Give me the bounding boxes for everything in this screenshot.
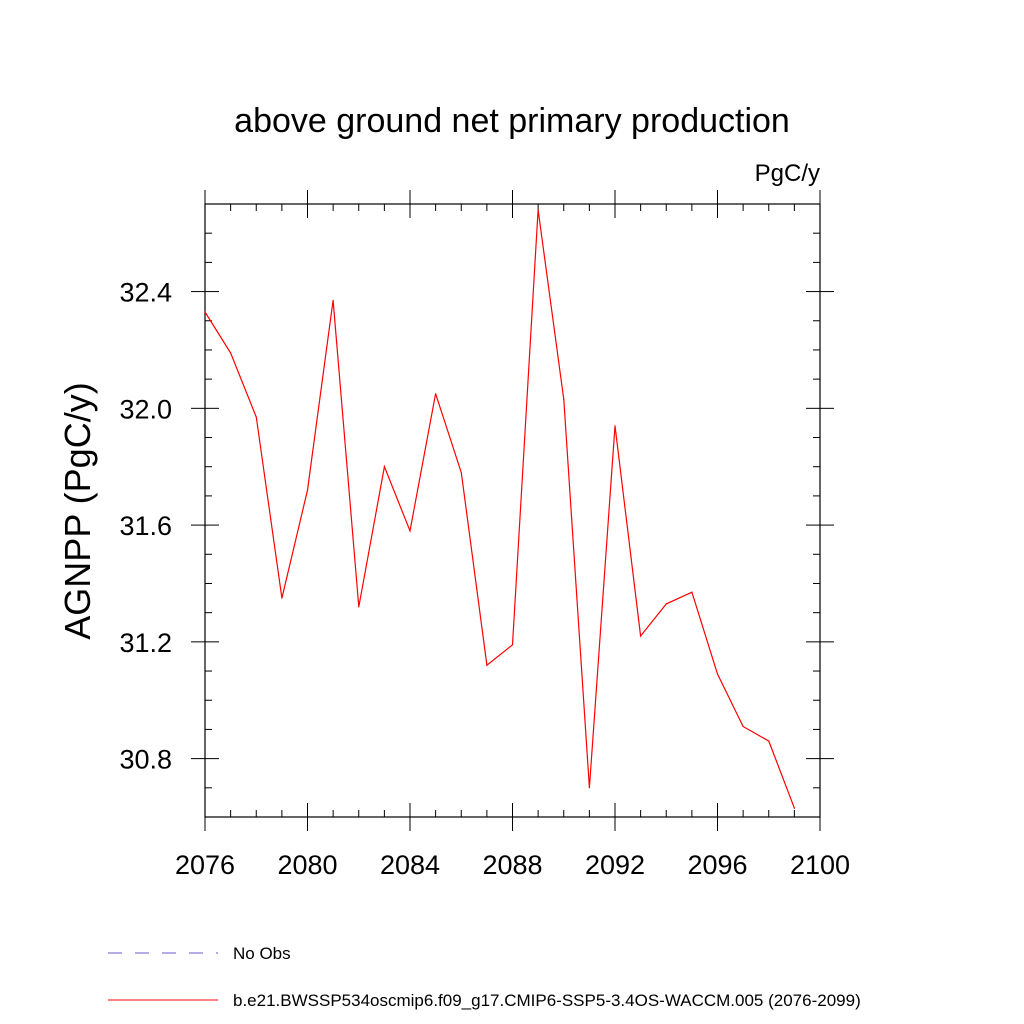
x-tick-label: 2088 — [482, 850, 542, 880]
data-point — [716, 673, 719, 675]
data-point — [640, 635, 642, 637]
data-point — [793, 807, 795, 809]
y-tick-label: 31.6 — [119, 511, 172, 541]
data-point — [511, 644, 514, 646]
x-tick-label: 2080 — [277, 850, 337, 880]
plot-frame — [204, 203, 821, 818]
data-point — [768, 740, 770, 742]
data-point — [281, 597, 283, 599]
legend-series-label: b.e21.BWSSP534oscmip6.f09_g17.CMIP6-SSP5… — [233, 991, 861, 1010]
data-point — [665, 603, 667, 605]
y-axis-label: AGNPP (PgC/y) — [57, 382, 98, 639]
y-tick-label: 30.8 — [119, 745, 172, 775]
series-line — [204, 209, 795, 809]
x-tick-label: 2084 — [380, 850, 440, 880]
series-group — [204, 209, 795, 809]
units-label: PgC/y — [755, 160, 820, 187]
data-point — [230, 352, 232, 354]
x-tick-label: 2096 — [687, 850, 747, 880]
data-point — [563, 398, 565, 401]
data-point — [383, 466, 385, 468]
data-point — [588, 787, 590, 789]
data-point — [691, 591, 693, 593]
y-tick-label: 32.0 — [119, 394, 172, 424]
data-point — [537, 209, 539, 211]
data-point — [204, 311, 206, 313]
data-point — [614, 425, 616, 427]
x-tick-label: 2076 — [175, 850, 235, 880]
chart-title: above ground net primary production — [234, 102, 790, 140]
data-point — [409, 530, 411, 532]
x-tick-labels: 2076 2080 2084 2088 2092 2096 2100 — [175, 850, 850, 880]
data-point — [332, 299, 334, 301]
data-point — [742, 725, 744, 728]
legend-no-obs-label: No Obs — [233, 944, 291, 963]
data-point — [460, 471, 462, 474]
y-tick-labels: 30.8 31.2 31.6 32.0 32.4 — [119, 278, 172, 775]
legend: No Obs b.e21.BWSSP534oscmip6.f09_g17.CMI… — [108, 944, 861, 1010]
y-tick-label: 32.4 — [119, 278, 172, 308]
data-point — [358, 606, 360, 608]
x-tick-label: 2092 — [585, 850, 645, 880]
y-tick-label: 31.2 — [119, 628, 172, 658]
data-point — [255, 416, 257, 418]
x-tick-label: 2100 — [790, 850, 850, 880]
data-point — [486, 664, 488, 666]
axis-ticks — [191, 190, 834, 831]
data-point — [306, 489, 309, 491]
data-point — [435, 393, 437, 395]
